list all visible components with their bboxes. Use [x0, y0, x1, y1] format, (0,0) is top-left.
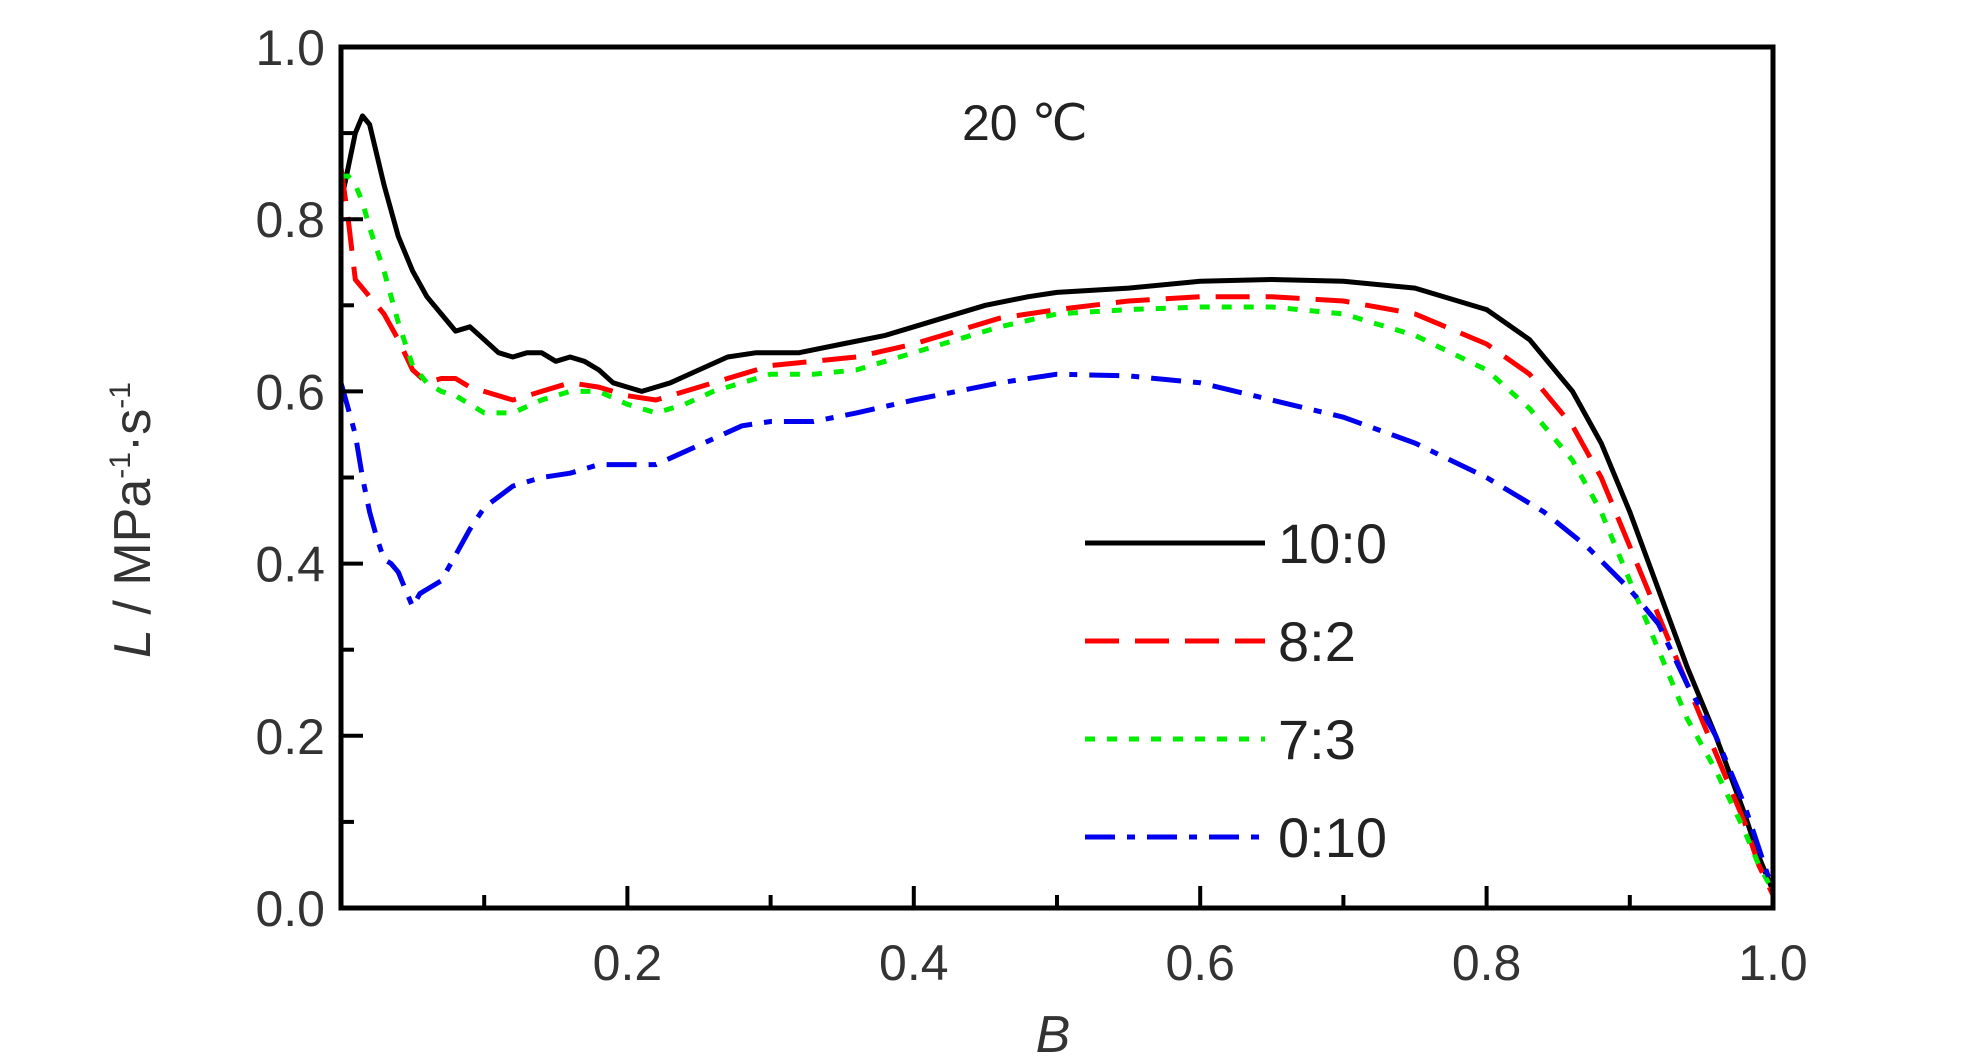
series-line-2: [338, 167, 1776, 897]
svg-text:L / MPa-1·s-1: L / MPa-1·s-1: [104, 382, 162, 658]
legend: 10:0 8:2 7:3 0:10: [1085, 512, 1387, 869]
y-axis-exp-1: -1: [104, 452, 137, 479]
y-axis-unit-s: s: [104, 409, 162, 435]
series-layer: [338, 113, 1776, 897]
x-tick-label: 0.2: [593, 935, 663, 991]
series-line-1: [338, 113, 1776, 892]
x-tick-label: 1.0: [1738, 935, 1808, 991]
series-line-3: [341, 173, 1776, 893]
legend-label: 0:10: [1278, 806, 1387, 869]
y-axis-separator: /: [104, 586, 162, 629]
y-axis-unit-mpa: MPa: [104, 479, 162, 586]
legend-label: 10:0: [1278, 512, 1387, 575]
legend-label: 7:3: [1278, 708, 1356, 771]
temperature-annotation: 20 ℃: [962, 95, 1088, 151]
series-line-4: [338, 371, 1776, 892]
y-tick-label: 0.2: [255, 709, 325, 765]
y-tick-label: 0.6: [255, 364, 325, 420]
x-tick-label: 0.6: [1165, 935, 1235, 991]
y-axis-dot: ·: [104, 435, 162, 452]
x-tick-label: 0.8: [1452, 935, 1522, 991]
y-axis-exp-2: -1: [104, 382, 137, 409]
y-axis-title: L / MPa-1·s-1: [104, 382, 162, 658]
x-tick-label: 0.4: [879, 935, 949, 991]
axes-layer: 0.2 0.4 0.6 0.8 1.0 0.0 0.2 0.4 0.6 0.8 1.0: [255, 20, 1807, 991]
x-axis-title: B: [1036, 1006, 1071, 1063]
legend-label: 8:2: [1278, 610, 1356, 673]
y-tick-label: 0.8: [255, 192, 325, 248]
y-axis-variable: L: [104, 629, 162, 658]
y-tick-label: 1.0: [255, 20, 325, 76]
y-tick-label: 0.0: [255, 881, 325, 937]
y-tick-label: 0.4: [255, 537, 325, 593]
